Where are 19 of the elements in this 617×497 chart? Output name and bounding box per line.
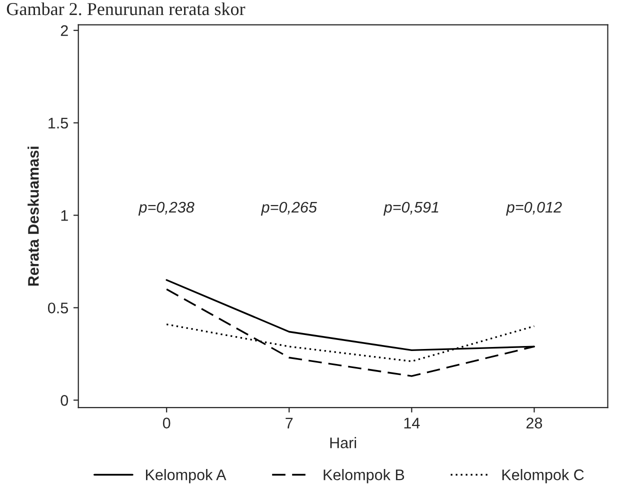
x-tick-label: 7 bbox=[286, 418, 293, 428]
y-axis-title: Rerata Deskuamasi bbox=[28, 146, 39, 286]
annotation: p=0,012 bbox=[506, 202, 562, 216]
x-tick-label: 28 bbox=[526, 418, 542, 428]
x-tick-label: 0 bbox=[162, 418, 170, 428]
x-axis-title: Hari bbox=[330, 437, 356, 448]
legend-label: Kelompok A bbox=[146, 469, 226, 484]
annotation: p=0,238 bbox=[138, 202, 194, 216]
chart-title: Gambar 2. Penurunan rerata skor bbox=[6, 2, 246, 16]
y-tick-label: 0.5 bbox=[48, 302, 68, 314]
x-tick-label: 14 bbox=[404, 418, 420, 428]
y-tick-label: 2 bbox=[60, 25, 68, 36]
annotation: p=0,265 bbox=[260, 202, 317, 216]
y-tick-label: 0 bbox=[60, 395, 68, 406]
y-tick-label: 1.5 bbox=[48, 118, 68, 129]
y-tick-label: 1 bbox=[61, 210, 68, 221]
legend-label: Kelompok B bbox=[324, 469, 404, 484]
legend-label: Kelompok C bbox=[502, 469, 584, 484]
annotation: p=0,591 bbox=[383, 202, 438, 216]
